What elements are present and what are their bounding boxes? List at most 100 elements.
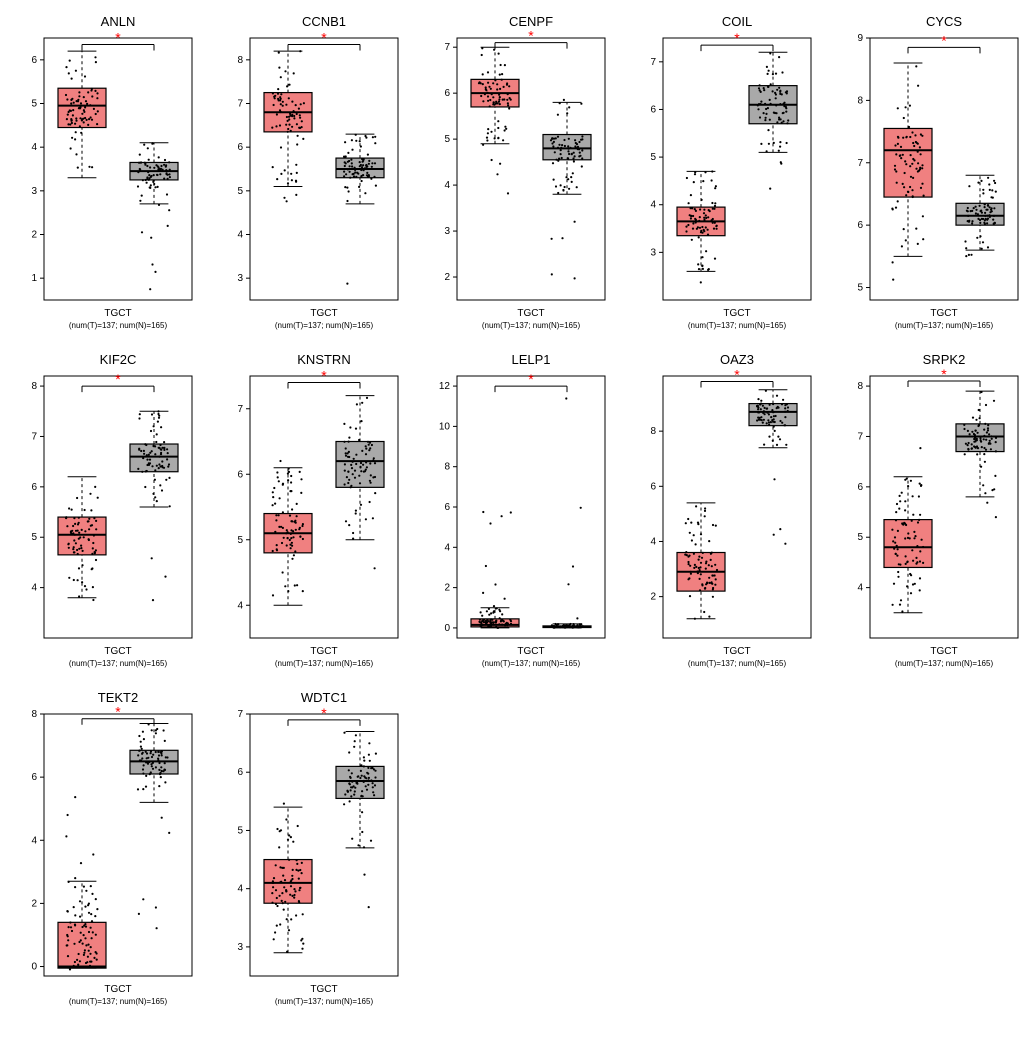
svg-text:LELP1: LELP1	[511, 352, 550, 367]
svg-text:TGCT: TGCT	[930, 308, 957, 319]
svg-text:4: 4	[444, 180, 450, 191]
svg-text:1: 1	[31, 273, 37, 284]
svg-text:*: *	[322, 368, 328, 384]
svg-text:4: 4	[651, 536, 657, 547]
svg-text:4: 4	[857, 583, 863, 594]
svg-text:4: 4	[651, 200, 657, 211]
svg-text:WDTC1: WDTC1	[301, 690, 347, 705]
svg-text:8: 8	[651, 426, 657, 437]
svg-text:2: 2	[651, 592, 657, 603]
svg-text:6: 6	[857, 482, 863, 493]
svg-text:8: 8	[444, 462, 450, 473]
svg-text:TGCT: TGCT	[930, 646, 957, 657]
svg-text:(num(T)=137; num(N)=165): (num(T)=137; num(N)=165)	[69, 997, 168, 1006]
svg-text:(num(T)=137; num(N)=165): (num(T)=137; num(N)=165)	[69, 659, 168, 668]
svg-text:CYCS: CYCS	[926, 14, 962, 29]
svg-text:TGCT: TGCT	[517, 646, 544, 657]
svg-text:TGCT: TGCT	[104, 984, 131, 995]
svg-text:4: 4	[31, 583, 37, 594]
svg-text:*: *	[115, 371, 121, 387]
svg-text:(num(T)=137; num(N)=165): (num(T)=137; num(N)=165)	[275, 321, 374, 330]
svg-text:4: 4	[238, 600, 244, 611]
svg-text:OAZ3: OAZ3	[720, 352, 754, 367]
svg-text:5: 5	[651, 152, 657, 163]
svg-text:10: 10	[439, 421, 451, 432]
svg-text:ANLN: ANLN	[101, 14, 136, 29]
svg-text:4: 4	[31, 835, 37, 846]
svg-text:TGCT: TGCT	[724, 646, 751, 657]
svg-text:7: 7	[238, 404, 244, 415]
svg-text:2: 2	[31, 230, 37, 241]
svg-text:7: 7	[857, 158, 863, 169]
svg-text:9: 9	[857, 33, 863, 44]
svg-text:6: 6	[31, 482, 37, 493]
svg-text:2: 2	[444, 583, 450, 594]
svg-text:*: *	[322, 705, 328, 721]
svg-text:6: 6	[444, 502, 450, 513]
svg-text:*: *	[941, 366, 947, 382]
svg-text:4: 4	[238, 230, 244, 241]
svg-text:(num(T)=137; num(N)=165): (num(T)=137; num(N)=165)	[894, 321, 993, 330]
svg-text:(num(T)=137; num(N)=165): (num(T)=137; num(N)=165)	[275, 659, 374, 668]
svg-text:6: 6	[651, 481, 657, 492]
svg-text:7: 7	[857, 431, 863, 442]
svg-text:(num(T)=137; num(N)=165): (num(T)=137; num(N)=165)	[482, 659, 581, 668]
svg-text:7: 7	[444, 42, 450, 53]
svg-text:2: 2	[31, 898, 37, 909]
svg-text:6: 6	[238, 767, 244, 778]
svg-text:*: *	[115, 30, 121, 46]
svg-text:12: 12	[439, 381, 451, 392]
svg-text:6: 6	[857, 220, 863, 231]
svg-text:5: 5	[238, 825, 244, 836]
boxplot-panel: CENPF234567*TGCT(num(T)=137; num(N)=165)	[423, 10, 617, 340]
svg-text:3: 3	[651, 247, 657, 258]
boxplot-panel: CCNB1345678*TGCT(num(T)=137; num(N)=165)	[216, 10, 410, 340]
svg-text:(num(T)=137; num(N)=165): (num(T)=137; num(N)=165)	[894, 659, 993, 668]
svg-text:8: 8	[31, 381, 37, 392]
svg-text:3: 3	[238, 942, 244, 953]
svg-text:6: 6	[651, 104, 657, 115]
svg-text:7: 7	[238, 709, 244, 720]
boxplot-grid: ANLN123456*TGCT(num(T)=137; num(N)=165)C…	[10, 10, 1020, 1016]
svg-text:6: 6	[238, 142, 244, 153]
svg-text:3: 3	[238, 273, 244, 284]
svg-text:*: *	[734, 367, 740, 383]
svg-text:5: 5	[31, 532, 37, 543]
svg-text:6: 6	[444, 88, 450, 99]
svg-text:KNSTRN: KNSTRN	[298, 352, 351, 367]
svg-text:(num(T)=137; num(N)=165): (num(T)=137; num(N)=165)	[482, 321, 581, 330]
svg-text:2: 2	[444, 272, 450, 283]
svg-text:3: 3	[444, 226, 450, 237]
boxplot-panel: CYCS56789*TGCT(num(T)=137; num(N)=165)	[836, 10, 1020, 340]
svg-text:5: 5	[444, 134, 450, 145]
svg-text:4: 4	[31, 142, 37, 153]
svg-text:6: 6	[31, 772, 37, 783]
svg-text:(num(T)=137; num(N)=165): (num(T)=137; num(N)=165)	[688, 321, 787, 330]
boxplot-panel: COIL34567*TGCT(num(T)=137; num(N)=165)	[629, 10, 823, 340]
svg-text:4: 4	[238, 884, 244, 895]
svg-text:7: 7	[238, 99, 244, 110]
svg-text:TGCT: TGCT	[311, 308, 338, 319]
boxplot-panel: KIF2C45678*TGCT(num(T)=137; num(N)=165)	[10, 348, 204, 678]
svg-text:(num(T)=137; num(N)=165): (num(T)=137; num(N)=165)	[69, 321, 168, 330]
svg-text:CCNB1: CCNB1	[302, 14, 346, 29]
boxplot-panel: KNSTRN4567*TGCT(num(T)=137; num(N)=165)	[216, 348, 410, 678]
svg-text:6: 6	[31, 55, 37, 66]
svg-text:(num(T)=137; num(N)=165): (num(T)=137; num(N)=165)	[275, 997, 374, 1006]
svg-text:TGCT: TGCT	[104, 646, 131, 657]
svg-text:5: 5	[857, 532, 863, 543]
svg-text:8: 8	[857, 95, 863, 106]
svg-text:8: 8	[238, 55, 244, 66]
svg-text:5: 5	[31, 99, 37, 110]
svg-text:*: *	[528, 371, 534, 387]
svg-text:KIF2C: KIF2C	[100, 352, 137, 367]
svg-text:7: 7	[651, 57, 657, 68]
svg-text:*: *	[115, 704, 121, 720]
svg-text:TGCT: TGCT	[104, 308, 131, 319]
svg-text:8: 8	[31, 709, 37, 720]
svg-text:TGCT: TGCT	[311, 646, 338, 657]
svg-text:4: 4	[444, 542, 450, 553]
svg-text:6: 6	[238, 469, 244, 480]
svg-text:5: 5	[238, 186, 244, 197]
boxplot-panel: ANLN123456*TGCT(num(T)=137; num(N)=165)	[10, 10, 204, 340]
